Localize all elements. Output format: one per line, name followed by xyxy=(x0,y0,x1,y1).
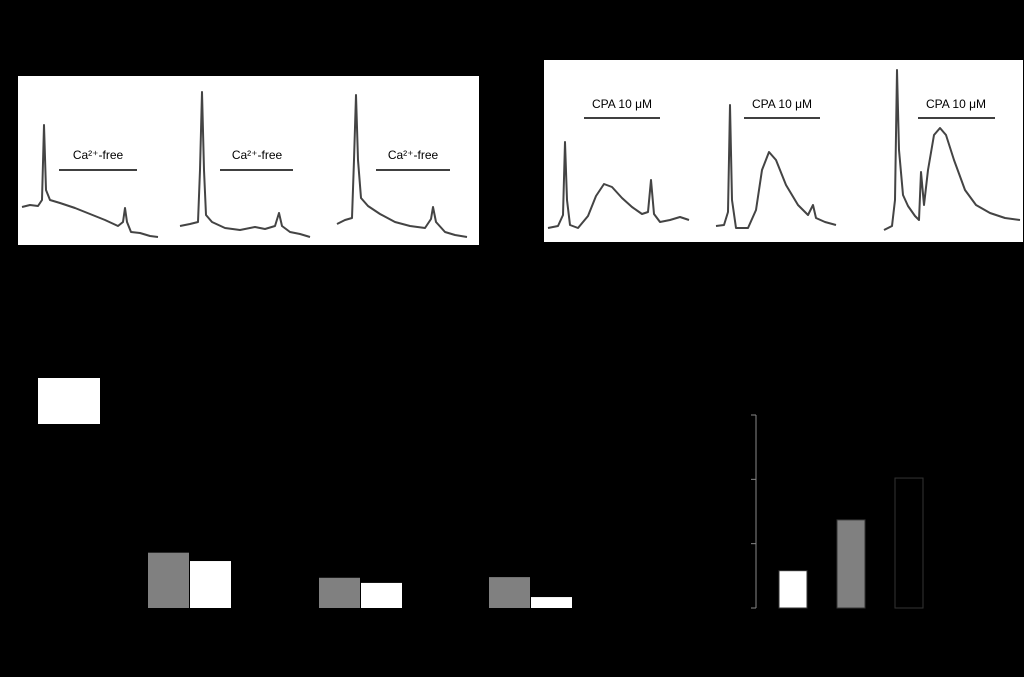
bar xyxy=(894,477,924,609)
trace xyxy=(883,69,1021,231)
bar xyxy=(190,561,231,608)
bar xyxy=(148,552,189,608)
bar xyxy=(836,519,866,609)
trace-label: CPA 10 μM xyxy=(752,97,812,111)
legend-swatch xyxy=(38,378,100,424)
bar xyxy=(778,570,808,609)
bar xyxy=(319,577,360,608)
inset-panel xyxy=(544,60,1023,242)
trace-label: CPA 10 μM xyxy=(592,97,652,111)
trace-label: Ca²⁺-free xyxy=(388,148,439,162)
trace xyxy=(21,124,159,238)
bar xyxy=(489,577,530,608)
trace xyxy=(336,94,468,238)
trace xyxy=(715,104,837,229)
bar xyxy=(361,582,402,608)
trace xyxy=(547,141,690,229)
bar xyxy=(531,597,572,608)
trace-label: Ca²⁺-free xyxy=(232,148,283,162)
trace-label: Ca²⁺-free xyxy=(73,148,124,162)
trace-label: CPA 10 μM xyxy=(926,97,986,111)
trace xyxy=(179,91,311,238)
